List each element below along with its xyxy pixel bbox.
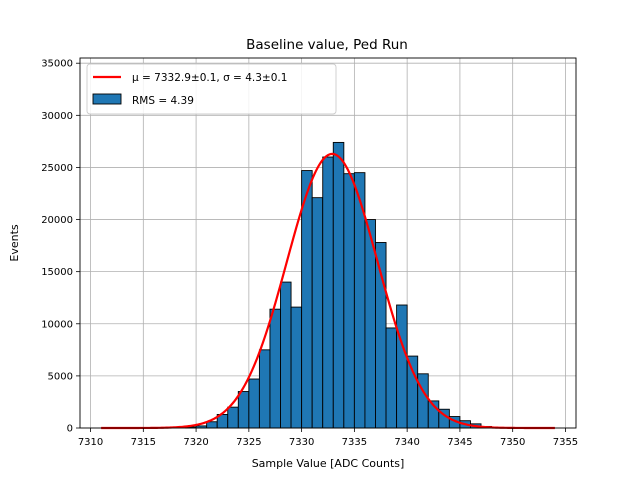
x-tick-label: 7330 [289, 437, 314, 448]
y-tick-label: 10000 [41, 319, 73, 330]
legend-fit-label: μ = 7332.9±0.1, σ = 4.3±0.1 [132, 72, 287, 84]
x-tick-label: 7310 [78, 437, 103, 448]
histogram-bar [290, 306, 303, 429]
x-tick-label: 7340 [394, 437, 419, 448]
legend-histogram-label: RMS = 4.39 [132, 95, 194, 107]
histogram-bar [206, 421, 218, 429]
y-tick-label: 5000 [48, 371, 73, 382]
x-tick-label: 7320 [183, 437, 208, 448]
x-tick-label: 7315 [131, 437, 156, 448]
x-axis-ticks: 7310 7315 7320 7325 7330 7335 7340 7345 7350 7355 [78, 428, 578, 448]
x-tick-label: 7355 [553, 437, 578, 448]
histogram-bar [417, 373, 429, 429]
legend-histogram-swatch [92, 93, 122, 105]
legend: μ = 7332.9±0.1, σ = 4.3±0.1 RMS = 4.39 [86, 63, 337, 115]
x-tick-label: 7350 [500, 437, 525, 448]
histogram-bar [322, 156, 334, 429]
histogram-bar [385, 327, 398, 429]
plot-frame [79, 57, 577, 429]
x-tick-label: 7345 [447, 437, 472, 448]
fit-curve [101, 152, 555, 430]
y-tick-label: 20000 [41, 215, 73, 226]
legend-box [86, 63, 337, 115]
histogram-bar [301, 170, 313, 429]
y-axis-label: Events [8, 224, 21, 262]
x-tick-label: 7335 [342, 437, 367, 448]
histogram-bar [343, 173, 355, 429]
histogram-bar [258, 349, 271, 429]
histogram-bar [237, 391, 250, 429]
x-tick-label: 7325 [236, 437, 261, 448]
histogram-bars [185, 141, 493, 429]
histogram-bar [332, 141, 345, 429]
histogram-bar [311, 197, 324, 429]
histogram-bar [406, 355, 419, 429]
y-tick-label: 30000 [41, 111, 73, 122]
y-tick-label: 15000 [41, 267, 73, 278]
histogram-bar [227, 406, 239, 429]
x-axis-label: Sample Value [ADC Counts] [252, 457, 405, 470]
y-tick-label: 25000 [41, 163, 73, 174]
y-tick-label: 35000 [41, 59, 73, 70]
gaussian-fit [101, 152, 555, 430]
histogram-bar [269, 308, 281, 429]
histogram-bar [280, 281, 292, 429]
histogram-bar [396, 304, 408, 429]
chart-title: Baseline value, Ped Run [246, 37, 408, 53]
y-axis-ticks: 0 5000 10000 15000 20000 25000 30000 35000 [41, 59, 80, 435]
histogram-bar [248, 378, 260, 429]
y-tick-label: 0 [67, 424, 73, 435]
